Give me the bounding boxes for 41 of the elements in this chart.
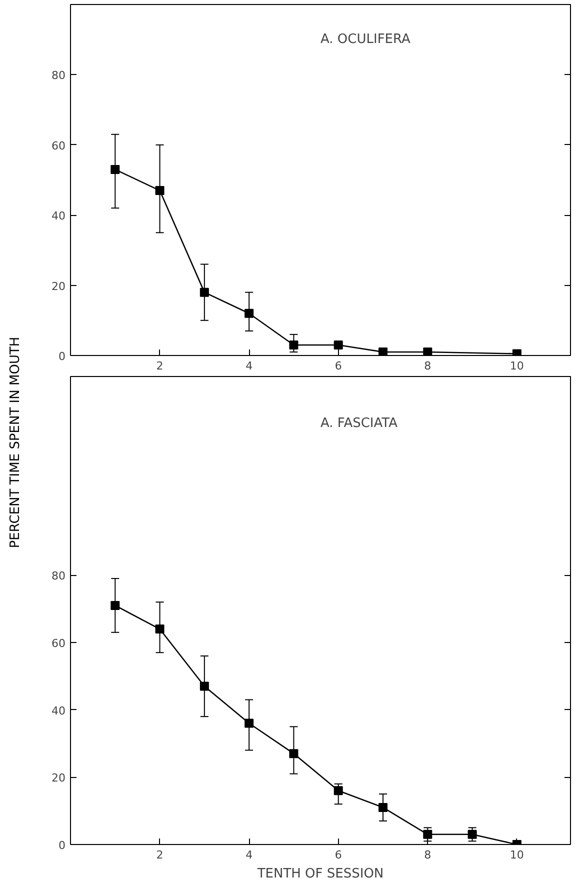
y-tick-label: 40: [52, 704, 66, 718]
point: [378, 802, 388, 812]
y-tick-label: 20: [52, 772, 66, 785]
x-tick-label: 10: [510, 360, 524, 372]
point: [200, 288, 209, 297]
x-tick-label: 6: [334, 360, 342, 372]
y-tick-label: 80: [52, 69, 66, 82]
point: [155, 624, 164, 634]
x-tick-label: 2: [156, 360, 164, 372]
point: [244, 308, 254, 318]
point: [110, 600, 120, 610]
y-tick-label: 20: [52, 280, 66, 293]
y-axis-title: PERCENT TIME SPENT IN MOUTH: [8, 336, 23, 548]
x-tick-label: 2: [156, 848, 164, 862]
point: [423, 347, 432, 356]
y-tick-label: 80: [52, 570, 66, 583]
point: [155, 186, 164, 196]
text: A. FASCIATA: [320, 416, 398, 431]
x-tick-label: 10: [510, 848, 524, 862]
x-tick-label: 4: [246, 360, 253, 372]
point: [423, 830, 432, 839]
text: A. OCULIFERA: [320, 32, 411, 48]
x-axis-title: TENTH OF SESSION: [256, 866, 384, 882]
point: [244, 718, 254, 728]
y-tick-label: 0: [58, 839, 66, 852]
point: [378, 347, 388, 356]
point: [334, 786, 343, 796]
point: [289, 749, 298, 758]
point: [200, 682, 209, 691]
x-tick-label: 8: [424, 848, 432, 862]
x-tick-label: 4: [246, 848, 253, 862]
point: [468, 830, 477, 839]
x-tick-label: 8: [424, 360, 432, 372]
point: [289, 340, 298, 350]
y-tick-label: 40: [52, 210, 66, 223]
point: [110, 164, 120, 174]
y-tick-label: 60: [52, 636, 66, 650]
point: [334, 340, 343, 350]
x-tick-label: 6: [334, 848, 342, 862]
y-tick-label: 60: [52, 139, 66, 152]
y-tick-label: 0: [58, 350, 66, 363]
